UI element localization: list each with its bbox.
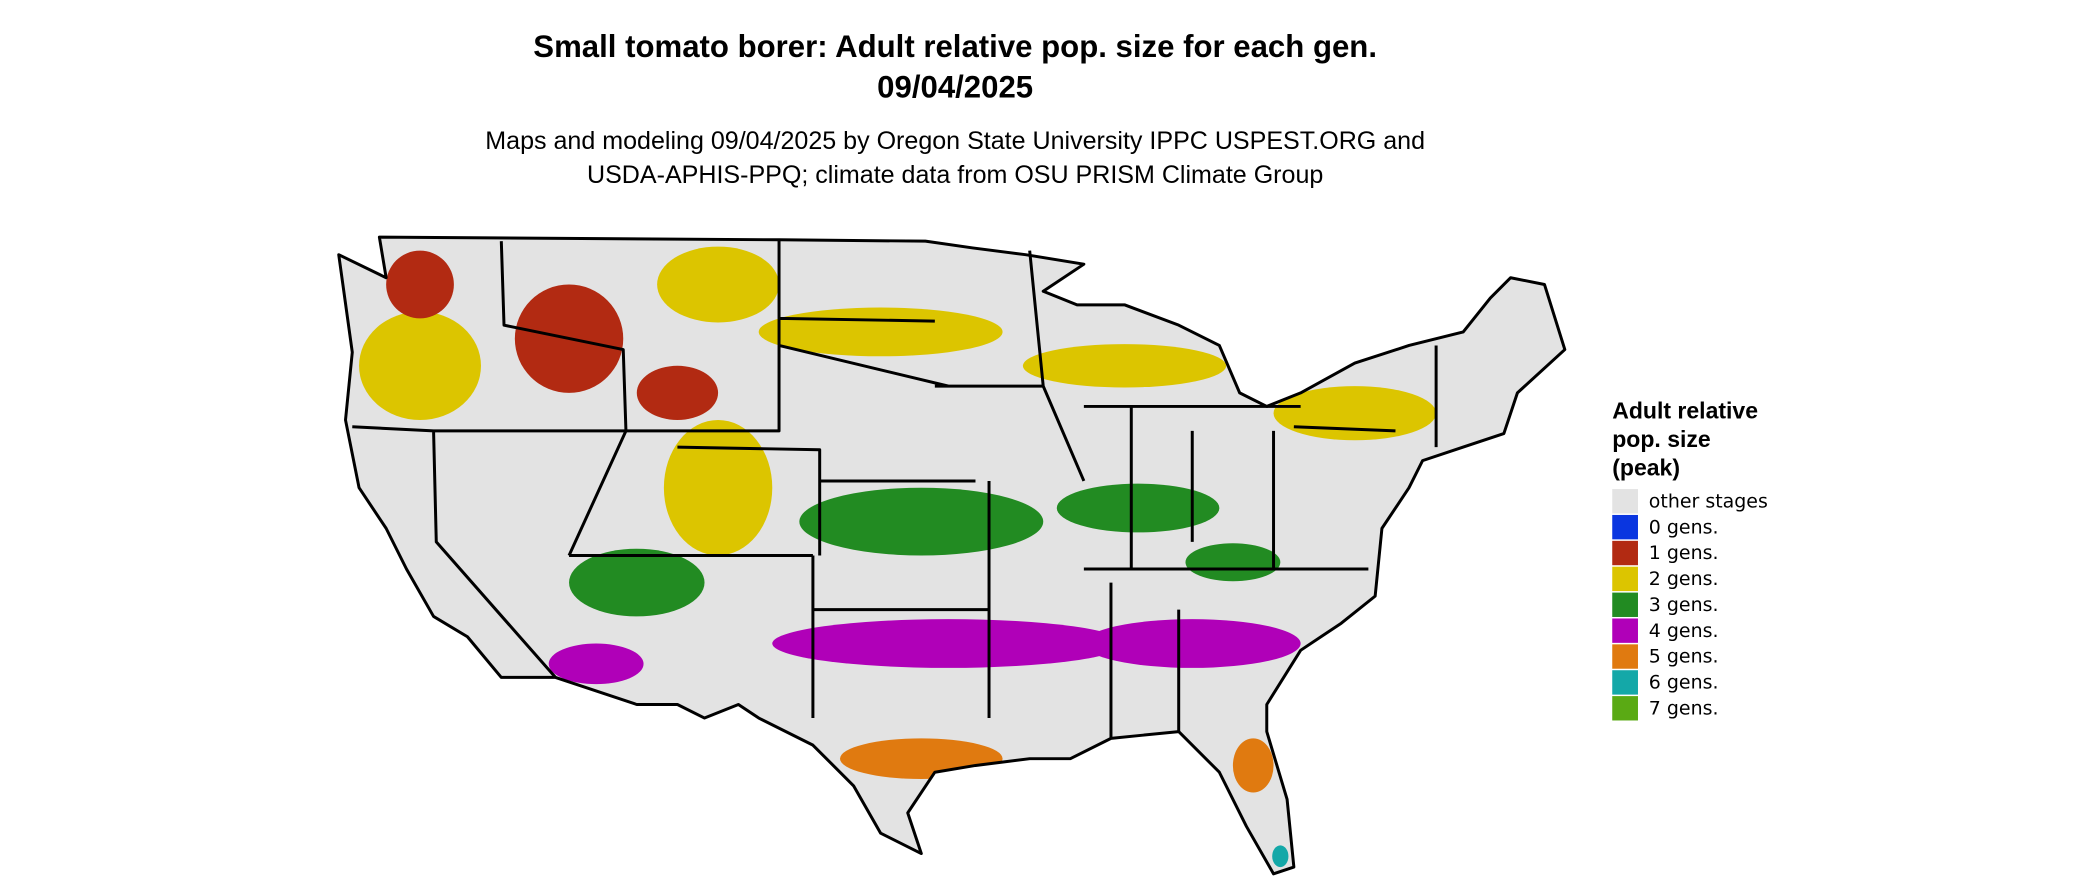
zone: [636, 365, 719, 420]
legend-swatch: [1612, 566, 1638, 592]
zone: [386, 250, 454, 319]
state-lines: [352, 239, 1438, 739]
legend-swatch: [1612, 592, 1638, 617]
map: [337, 235, 1567, 876]
legend-swatch: [1612, 489, 1638, 514]
legend-swatch: [1612, 618, 1638, 643]
zone: [1185, 543, 1281, 582]
legend-label: 4 gens.: [1649, 620, 1719, 642]
legend: Adult relative pop. size (peak) other st…: [1612, 398, 1768, 721]
subtitle: USDA-APHIS-PPQ; climate data from OSU PR…: [587, 161, 1323, 189]
zone: [663, 419, 773, 556]
legend-label: 7 gens.: [1649, 697, 1719, 719]
legend-swatch: [1612, 696, 1638, 721]
zone: [799, 487, 1044, 556]
legend-title: pop. size: [1612, 426, 1711, 452]
zone: [1022, 344, 1227, 388]
zone: [840, 738, 1003, 780]
title: 09/04/2025: [877, 70, 1033, 105]
title: Small tomato borer: Adult relative pop. …: [533, 29, 1377, 64]
zone: [1232, 738, 1274, 793]
legend-swatch: [1612, 514, 1638, 540]
legend-title: (peak): [1612, 455, 1680, 481]
legend-label: 1 gens.: [1649, 542, 1719, 564]
zone: [359, 311, 481, 420]
legend-swatch: [1612, 540, 1638, 566]
zone: [1056, 483, 1220, 533]
zone: [657, 246, 780, 323]
zone: [1083, 619, 1301, 668]
legend-label: other stages: [1649, 490, 1768, 512]
zone: [548, 643, 644, 685]
legend-label: 5 gens.: [1649, 646, 1719, 668]
zone: [1272, 845, 1289, 868]
legend-swatch: [1612, 644, 1638, 669]
legend-label: 0 gens.: [1649, 516, 1719, 538]
legend-label: 6 gens.: [1649, 672, 1719, 694]
legend-swatch: [1612, 670, 1638, 695]
subtitle: Maps and modeling 09/04/2025 by Oregon S…: [485, 127, 1425, 155]
legend-label: 3 gens.: [1649, 594, 1719, 616]
zone: [569, 548, 705, 617]
legend-title: Adult relative: [1612, 398, 1758, 424]
legend-label: 2 gens.: [1649, 568, 1719, 590]
zone: [772, 619, 1125, 668]
